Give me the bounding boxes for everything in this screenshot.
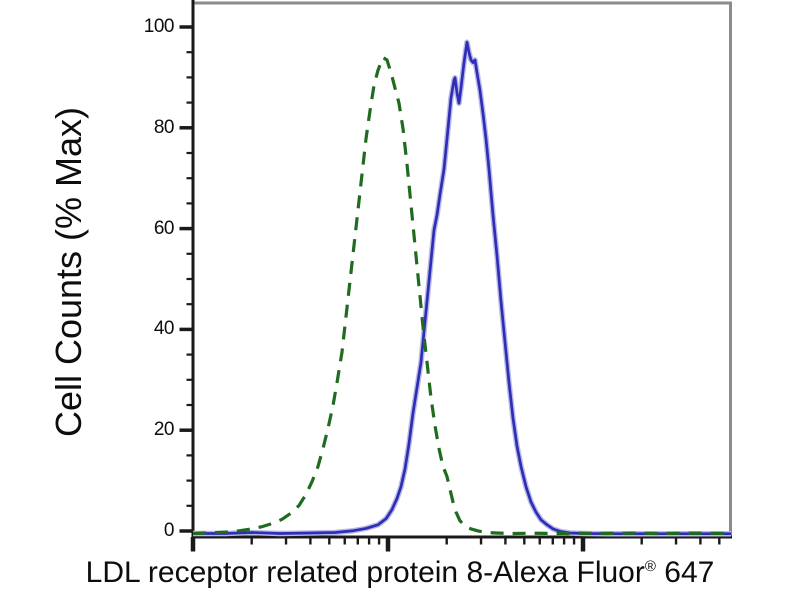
x-axis-title-text: LDL receptor related protein 8-Alexa Flu… bbox=[85, 556, 645, 589]
y-tick-label-60: 60 bbox=[153, 217, 175, 239]
registered-trademark-icon: ® bbox=[644, 558, 656, 575]
x-axis-title-suffix: 647 bbox=[655, 556, 715, 589]
x-axis-title: LDL receptor related protein 8-Alexa Flu… bbox=[0, 556, 800, 590]
y-tick-label-100: 100 bbox=[143, 16, 175, 37]
y-tick-label-80: 80 bbox=[153, 116, 175, 138]
y-tick-label-40: 40 bbox=[153, 318, 175, 340]
sample-curve-halo bbox=[193, 39, 731, 537]
y-tick-label-20: 20 bbox=[153, 419, 175, 441]
control-curve-green-dashed bbox=[192, 55, 732, 536]
y-axis-title: Cell Counts (% Max) bbox=[48, 106, 89, 438]
y-tick-label-0: 0 bbox=[163, 520, 175, 541]
sample-curve-blue-solid bbox=[193, 40, 731, 536]
